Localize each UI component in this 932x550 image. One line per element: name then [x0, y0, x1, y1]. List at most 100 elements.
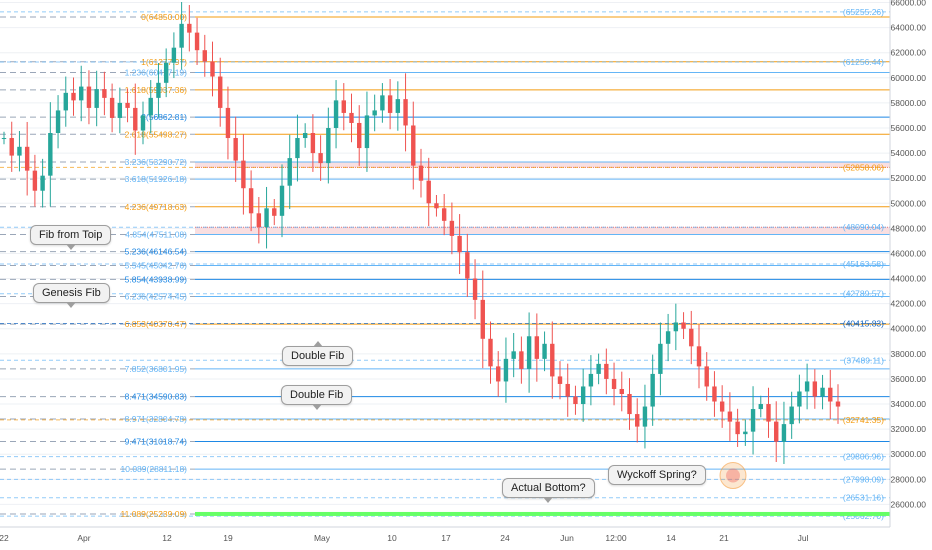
fib-label-left: 5.236(46146.54)	[125, 247, 188, 257]
candle-body	[171, 47, 177, 63]
candle-body	[642, 406, 648, 427]
candle-body	[719, 401, 725, 412]
y-tick-label: 52000.00	[891, 173, 927, 183]
candle-body	[55, 110, 61, 134]
candle-body	[627, 393, 632, 415]
candle-body	[187, 23, 192, 33]
candle-body	[550, 343, 555, 377]
x-tick-label: Apr	[77, 533, 90, 543]
candle-body	[557, 376, 563, 384]
candle-body	[542, 343, 547, 359]
y-tick-label: 26000.00	[891, 499, 927, 509]
candle-body	[94, 89, 99, 108]
callout-actual-bottom[interactable]: Actual Bottom?	[502, 478, 595, 503]
candle-body	[310, 133, 316, 154]
candle-body	[24, 146, 30, 171]
candle-body	[395, 99, 401, 113]
candle-body	[202, 50, 207, 62]
y-tick-label: 40000.00	[891, 324, 927, 334]
candle-body	[681, 322, 686, 329]
candle-body	[233, 138, 238, 161]
candle-body	[264, 208, 269, 228]
candle-body	[86, 86, 92, 108]
fib-label-left: 11.089(25239.09)	[121, 509, 188, 519]
candle-body	[163, 62, 169, 83]
candle-body	[704, 366, 709, 387]
candle-body	[596, 363, 601, 374]
y-tick-label: 50000.00	[891, 198, 927, 208]
candle-body	[210, 61, 215, 77]
candle-body	[604, 363, 609, 379]
zone-band	[195, 161, 890, 168]
y-tick-label: 44000.00	[891, 274, 927, 284]
fib-label-right: (27998.09)	[843, 474, 884, 484]
fib-label-left: 9.471(31018.74)	[125, 436, 188, 446]
x-tick-label: 12:00	[605, 533, 627, 543]
x-tick-label: Jun	[560, 533, 574, 543]
fib-label-right: (26531.16)	[843, 493, 884, 503]
candle-body	[349, 112, 354, 123]
candle-body	[218, 76, 223, 108]
candle-body	[503, 358, 509, 382]
candle-body	[125, 102, 130, 108]
fib-label-right: (40415.83)	[843, 319, 884, 329]
candle-body	[194, 32, 200, 51]
candle-body	[272, 208, 277, 216]
y-axis[interactable]: 66000.00 64000.00 62000.00 60000.00 58000.00…	[889, 0, 927, 527]
grid-lines	[0, 2, 890, 505]
annotation-marks	[719, 462, 747, 490]
callout-fib-from-toip[interactable]: Fib from Toip	[30, 225, 112, 250]
fib-label-left: 4.236(49718.63)	[125, 202, 188, 212]
candle-body	[619, 388, 624, 394]
candle-body	[302, 133, 308, 139]
x-tick-label: 17	[441, 533, 451, 543]
y-tick-label: 46000.00	[891, 248, 927, 258]
y-tick-label: 60000.00	[891, 73, 927, 83]
x-tick-label: 24	[500, 533, 510, 543]
candle-body	[295, 138, 300, 159]
resistance-zones	[195, 161, 890, 236]
candle-body	[441, 208, 447, 221]
candle-body	[812, 381, 818, 397]
y-tick-label: 34000.00	[891, 399, 927, 409]
fib-label-right: (32741.35)	[843, 415, 884, 425]
x-tick-label: 21	[719, 533, 729, 543]
x-axis[interactable]: 22 Apr 12 19 May 10 17 24 Jun 12:00 14 21 Jul	[0, 526, 890, 543]
fib-label-right: (29806.96)	[843, 452, 884, 462]
x-tick-label: 14	[666, 533, 676, 543]
candle-body	[689, 328, 694, 347]
callout-double-fib-1[interactable]: Double Fib	[282, 341, 354, 366]
y-tick-label: 36000.00	[891, 374, 927, 384]
fib-label-right: (25062.70)	[843, 511, 884, 521]
candle-body	[117, 102, 123, 118]
candle-body	[109, 97, 115, 118]
candle-body	[712, 386, 717, 402]
candle-body	[727, 411, 733, 422]
candle-body	[766, 404, 771, 422]
fib-label-left: 2(56862.81)	[141, 112, 187, 122]
candle-body	[573, 396, 578, 405]
candle-body	[341, 100, 346, 113]
candle-body	[526, 336, 532, 369]
callout-wyckoff-spring[interactable]: Wyckoff Spring?	[608, 465, 706, 485]
candle-body	[411, 125, 416, 166]
candle-body	[789, 406, 794, 425]
fib-label-right: (61256.44)	[843, 57, 884, 67]
candle-body	[380, 95, 385, 111]
candle-body	[658, 343, 663, 374]
y-tick-label: 54000.00	[891, 148, 927, 158]
x-tick-label: 10	[387, 533, 397, 543]
candle-body	[449, 220, 455, 236]
fib-label-left: 5.854(43938.99)	[125, 274, 188, 284]
y-tick-label: 32000.00	[891, 424, 927, 434]
candle-body	[1, 138, 7, 140]
y-tick-label: 28000.00	[891, 474, 927, 484]
callout-genesis-fib[interactable]: Genesis Fib	[33, 283, 110, 308]
fib-label-left: 5.545(45042.76)	[125, 260, 188, 270]
y-tick-label: 48000.00	[891, 223, 927, 233]
callout-double-fib-2[interactable]: Double Fib	[281, 385, 353, 410]
fib-label-left: 8.971(32804.78)	[125, 414, 188, 424]
bottom-green-line	[195, 511, 890, 516]
fib-label-right: (65255.26)	[843, 7, 884, 17]
